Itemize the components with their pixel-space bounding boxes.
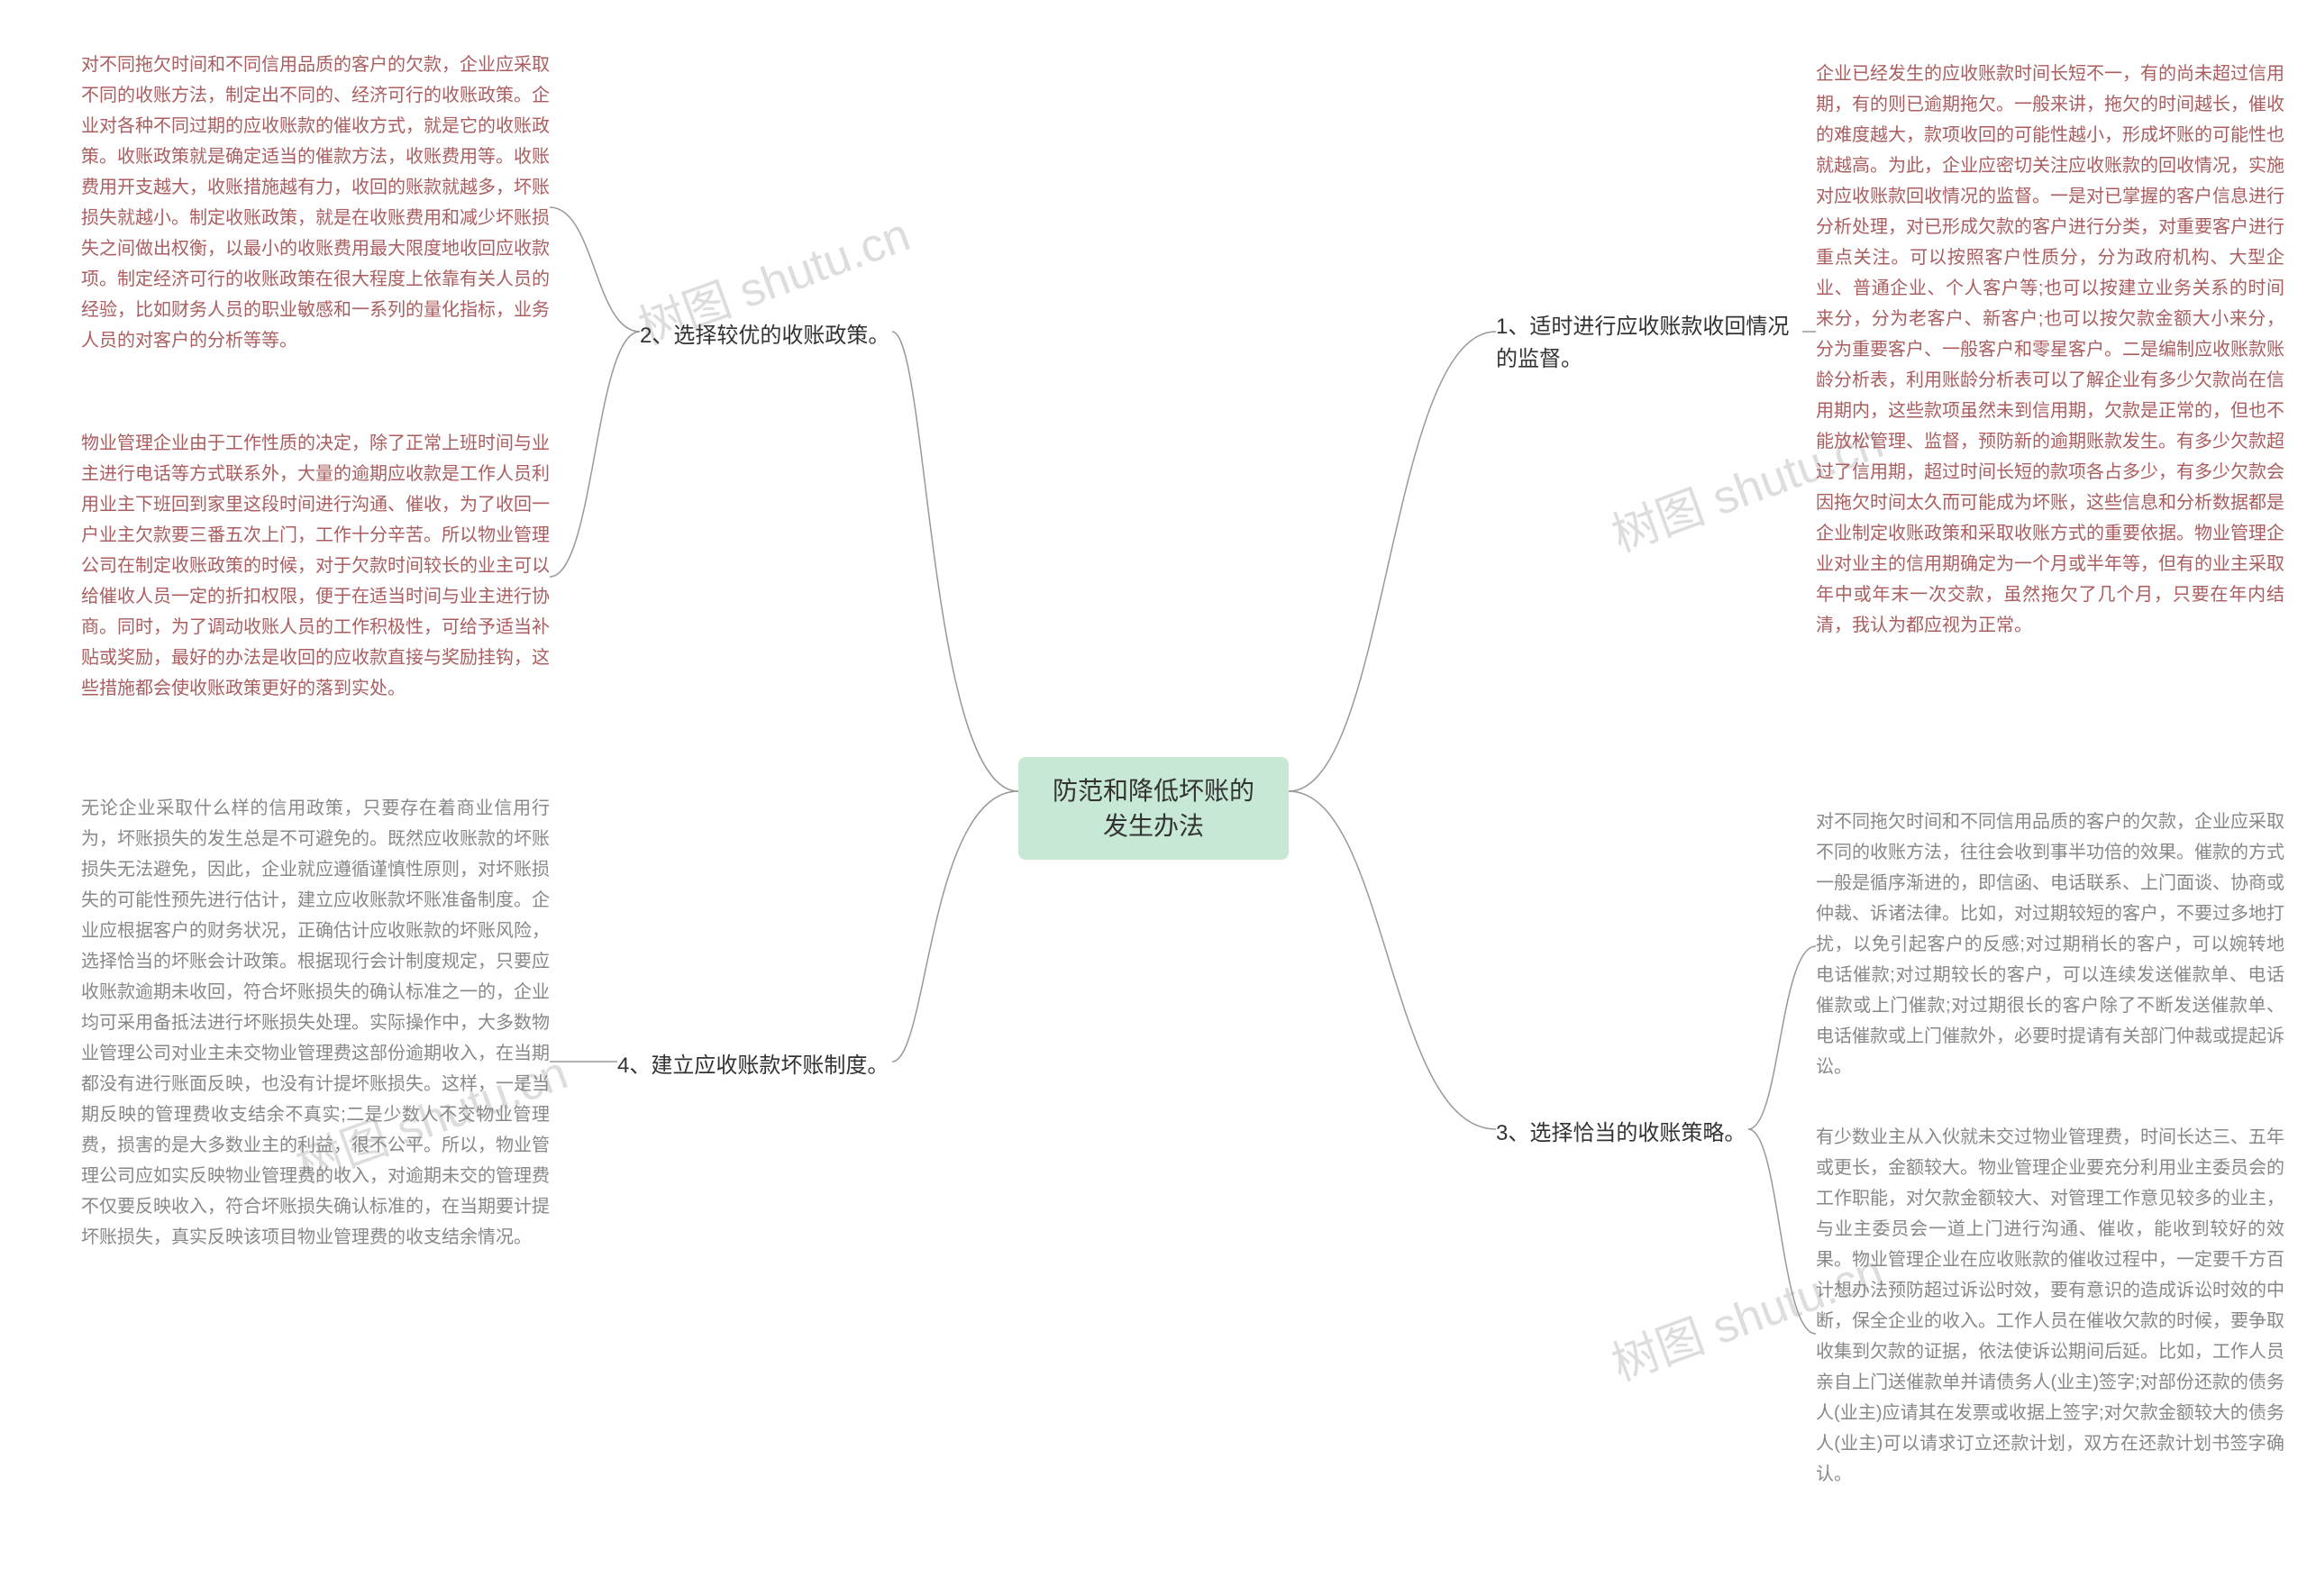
detail-text: 对不同拖欠时间和不同信用品质的客户的欠款，企业应采取不同的收账方法，制定出不同的… xyxy=(81,50,550,356)
branch-label-4[interactable]: 4、建立应收账款坏账制度。 xyxy=(617,1050,889,1082)
detail-text: 无论企业采取什么样的信用政策，只要存在着商业信用行为，坏账损失的发生总是不可避免… xyxy=(81,793,550,1253)
branch-label-2[interactable]: 2、选择较优的收账政策。 xyxy=(640,320,889,352)
branch-label-1[interactable]: 1、适时进行应收账款收回情况的监督。 xyxy=(1496,311,1802,376)
detail-text: 企业已经发生的应收账款时间长短不一，有的尚未超过信用期，有的则已逾期拖欠。一般来… xyxy=(1816,59,2284,641)
detail-text: 有少数业主从入伙就未交过物业管理费，时间长达三、五年或更长，金额较大。物业管理企… xyxy=(1816,1122,2284,1490)
branch-label-3[interactable]: 3、选择恰当的收账策略。 xyxy=(1496,1117,1746,1150)
detail-text: 物业管理企业由于工作性质的决定，除了正常上班时间与业主进行电话等方式联系外，大量… xyxy=(81,428,550,704)
detail-text: 对不同拖欠时间和不同信用品质的客户的欠款，企业应采取不同的收账方法，往往会收到事… xyxy=(1816,807,2284,1082)
mindmap-center-node[interactable]: 防范和降低坏账的发生办法 xyxy=(1018,757,1289,860)
